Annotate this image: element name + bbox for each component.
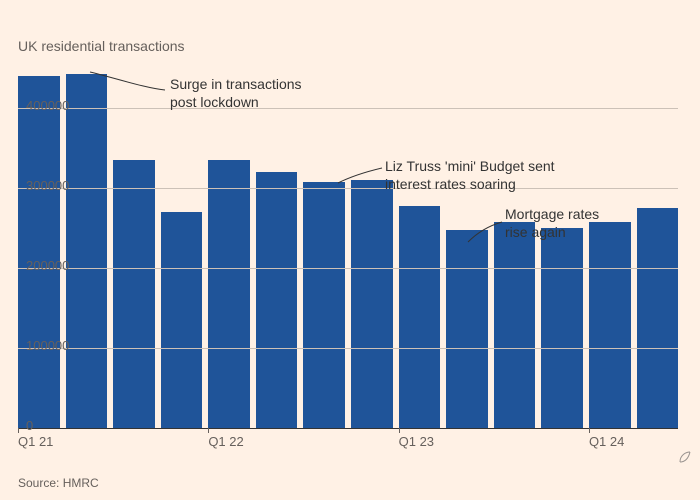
bar xyxy=(18,76,60,428)
x-axis-tick xyxy=(589,428,590,433)
x-axis-slot xyxy=(256,428,298,452)
x-axis-slot xyxy=(494,428,536,452)
source-label: Source: HMRC xyxy=(18,476,99,490)
bar xyxy=(351,180,393,428)
grid-line xyxy=(18,188,678,189)
bar xyxy=(589,222,631,428)
x-axis-slot xyxy=(541,428,583,452)
bar xyxy=(494,222,536,428)
bar xyxy=(113,160,155,428)
bar xyxy=(399,206,441,428)
x-axis-slot xyxy=(637,428,679,452)
chart-subtitle: UK residential transactions xyxy=(18,38,185,54)
x-axis-tick xyxy=(18,428,19,433)
x-axis-label: Q1 23 xyxy=(399,434,434,449)
x-axis-slot xyxy=(303,428,345,452)
x-axis-slot xyxy=(161,428,203,452)
bar xyxy=(541,228,583,428)
x-axis-slot: Q1 21 xyxy=(18,428,60,452)
plot-area: 0100000200000300000400000Q1 21Q1 22Q1 23… xyxy=(18,68,678,428)
bars-group xyxy=(18,68,678,428)
x-axis-tick xyxy=(208,428,209,433)
y-axis-label: 100000 xyxy=(26,338,69,353)
x-axis-slot xyxy=(446,428,488,452)
bar xyxy=(446,230,488,428)
x-axis-slot xyxy=(66,428,108,452)
x-axis-slot: Q1 22 xyxy=(208,428,250,452)
bar xyxy=(637,208,679,428)
grid-line xyxy=(18,108,678,109)
x-axis-slot: Q1 23 xyxy=(399,428,441,452)
grid-line xyxy=(18,348,678,349)
chart-container: UK residential transactions 010000020000… xyxy=(0,0,700,500)
x-axis-label: Q1 22 xyxy=(208,434,243,449)
flourish-credit-icon xyxy=(678,450,692,464)
x-axis-slot xyxy=(351,428,393,452)
y-axis-label: 400000 xyxy=(26,98,69,113)
x-axis-tick xyxy=(399,428,400,433)
x-axis: Q1 21 Q1 22 Q1 23 Q1 24 xyxy=(18,428,678,452)
bar xyxy=(161,212,203,428)
bar xyxy=(303,182,345,428)
grid-line xyxy=(18,268,678,269)
bar xyxy=(256,172,298,428)
bar xyxy=(66,74,108,428)
bar xyxy=(208,160,250,428)
x-axis-label: Q1 24 xyxy=(589,434,624,449)
x-axis-slot: Q1 24 xyxy=(589,428,631,452)
y-axis-label: 200000 xyxy=(26,258,69,273)
x-axis-label: Q1 21 xyxy=(18,434,53,449)
x-axis-slot xyxy=(113,428,155,452)
y-axis-label: 300000 xyxy=(26,178,69,193)
